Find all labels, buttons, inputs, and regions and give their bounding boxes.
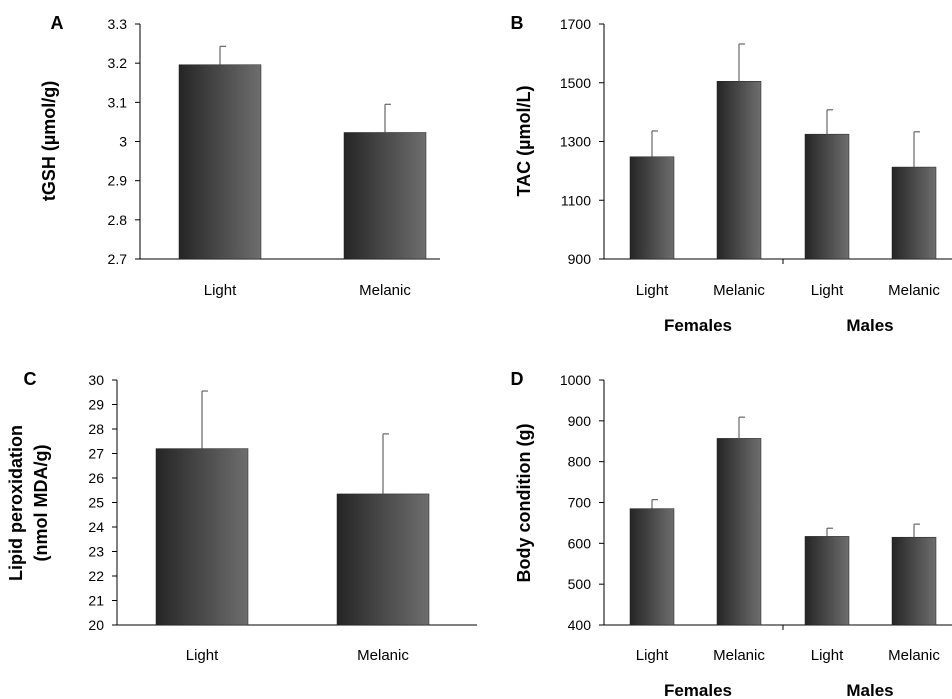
y-axis-label: Lipid peroxidation	[6, 425, 26, 581]
bar	[891, 536, 937, 626]
y-axis-label: TAC (µmol/L)	[514, 85, 534, 196]
bar	[804, 133, 850, 260]
bar	[629, 508, 675, 626]
bar	[716, 81, 762, 260]
x-tick-label: Melanic	[713, 282, 765, 299]
panel-label: B	[511, 13, 524, 33]
y-tick-label: 500	[568, 576, 592, 592]
bar	[155, 448, 249, 626]
x-tick-label: Melanic	[888, 647, 940, 664]
y-tick-label: 3.2	[108, 55, 128, 71]
panel-b: B TAC (µmol/L) 900 1100 1300 1500 1700 Light Mel…	[511, 13, 952, 335]
bar	[804, 536, 850, 626]
y-tick-label: 700	[568, 495, 592, 511]
y-tick-label: 1300	[560, 134, 591, 150]
y-tick-label: 29	[88, 397, 104, 413]
y-tick-label: 900	[568, 251, 592, 267]
y-tick-label: 3	[119, 134, 127, 150]
y-tick-label: 1000	[560, 372, 591, 388]
x-tick-label: Melanic	[357, 647, 409, 664]
x-tick-label: Light	[636, 647, 669, 664]
y-tick-label: 600	[568, 535, 592, 551]
x-tick-label: Light	[204, 282, 237, 299]
y-tick-label: 800	[568, 454, 592, 470]
bar	[343, 132, 427, 260]
y-tick-label: 2.8	[108, 212, 128, 228]
y-tick-label: 2.7	[108, 251, 128, 267]
y-tick-label: 27	[88, 446, 104, 462]
panel-label: A	[51, 13, 64, 33]
bar	[336, 493, 430, 626]
panel-c: C Lipid peroxidation (nmol MDA/g) 20 21 22 23 2…	[6, 369, 477, 664]
panel-label: C	[24, 369, 37, 389]
y-tick-label: 3.1	[108, 94, 128, 110]
y-tick-label: 400	[568, 617, 592, 633]
y-tick-label: 24	[88, 519, 104, 535]
x-tick-label: Melanic	[359, 282, 411, 299]
y-tick-label: 23	[88, 544, 104, 560]
x-tick-label: Light	[811, 282, 844, 299]
panel-label: D	[511, 369, 524, 389]
group-label: Males	[846, 681, 893, 699]
x-tick-label: Melanic	[888, 282, 940, 299]
x-tick-label: Melanic	[713, 647, 765, 664]
y-axis-label: (nmol MDA/g)	[31, 445, 51, 562]
y-tick-label: 3.3	[108, 16, 128, 32]
y-tick-label: 26	[88, 470, 104, 486]
x-tick-label: Light	[811, 647, 844, 664]
bar	[629, 156, 675, 260]
y-tick-label: 1100	[561, 192, 591, 208]
y-axis-label: Body condition (g)	[514, 424, 534, 583]
x-tick-label: Light	[186, 647, 219, 664]
bar	[716, 438, 762, 626]
y-tick-label: 25	[88, 495, 104, 511]
group-label: Females	[664, 316, 732, 335]
y-tick-label: 1500	[560, 75, 591, 91]
y-tick-label: 22	[88, 568, 104, 584]
y-tick-label: 2.9	[108, 173, 128, 189]
y-tick-label: 20	[88, 617, 104, 633]
bar	[178, 64, 262, 260]
y-tick-label: 1700	[560, 16, 591, 32]
y-tick-label: 28	[88, 421, 104, 437]
y-tick-label: 900	[568, 413, 592, 429]
y-tick-label: 30	[88, 372, 104, 388]
bar	[891, 166, 937, 260]
x-tick-label: Light	[636, 282, 669, 299]
group-label: Females	[664, 681, 732, 699]
panel-d: D Body condition (g) 400 500 600 700 800 900 100…	[511, 369, 952, 699]
y-axis-label: tGSH (µmol/g)	[39, 81, 59, 201]
group-label: Males	[846, 316, 893, 335]
y-tick-label: 21	[88, 593, 104, 609]
